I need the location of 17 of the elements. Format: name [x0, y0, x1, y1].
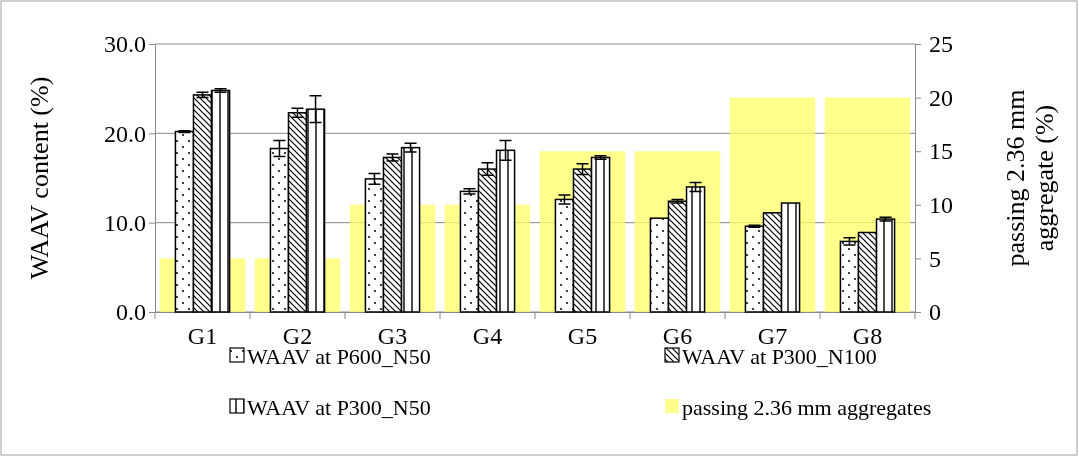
y2-tick-label: 25 [929, 31, 953, 58]
y2-axis-title: passing 2.36 mm aggregate (%) [1001, 89, 1059, 267]
y-tick-label: 10.0 [104, 209, 146, 236]
x-tick-label: G4 [472, 322, 503, 349]
y-tick-label: 0.0 [116, 299, 146, 326]
x-tick-label: G1 [187, 322, 218, 349]
x-tick-label: G5 [567, 322, 598, 349]
y2-tick-label: 20 [929, 84, 953, 111]
legend-label: WAAV at P300_N50 [247, 395, 431, 420]
y-axis-title: WAAV content (%) [25, 76, 54, 280]
y2-tick-label: 10 [929, 191, 953, 218]
y2-tick-label: 15 [929, 138, 953, 165]
legend-label: passing 2.36 mm aggregates [682, 395, 932, 420]
y2-tick-label: 0 [929, 299, 941, 326]
y-tick-label: 30.0 [104, 31, 146, 58]
y2-tick-label: 5 [929, 245, 941, 272]
y-tick-label: 20.0 [104, 120, 146, 147]
